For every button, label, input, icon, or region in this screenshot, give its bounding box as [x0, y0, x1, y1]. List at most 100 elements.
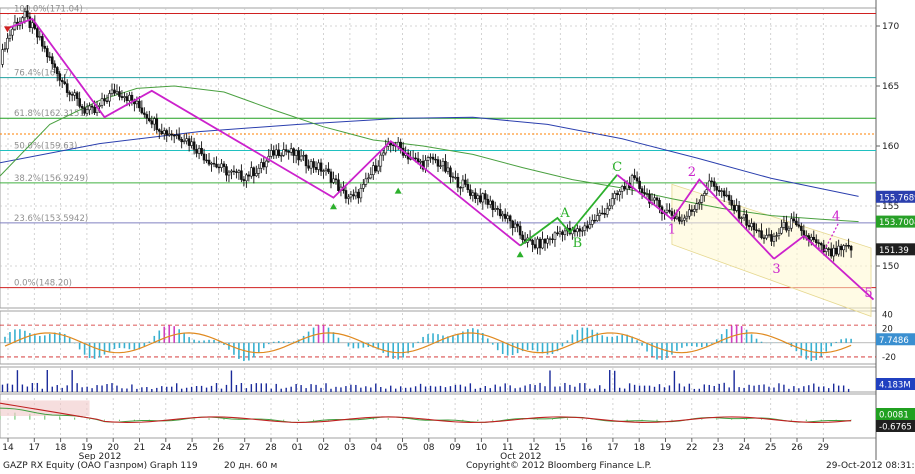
candle-body: [113, 89, 116, 94]
candle-body: [762, 237, 766, 239]
candle-body: [180, 139, 183, 143]
candle-body: [444, 160, 447, 172]
candle-body: [583, 225, 587, 231]
candle-body: [668, 209, 671, 212]
x-tick-label: 10: [476, 443, 488, 453]
candle-body: [777, 232, 781, 236]
candle-body: [369, 174, 373, 179]
candle-body: [8, 34, 12, 39]
candle-body: [765, 235, 768, 239]
candle-body: [21, 17, 24, 23]
candle-body: [26, 11, 29, 18]
candle-body: [727, 194, 731, 201]
candle-body: [834, 247, 838, 255]
candle-body: [595, 215, 599, 221]
candle-body: [849, 245, 853, 251]
candle-body: [294, 150, 298, 156]
fib-level-label: 100.0%(171.04): [14, 5, 83, 15]
candle-body: [698, 202, 701, 204]
candle-body: [797, 224, 801, 227]
x-tick-label: 03: [344, 443, 355, 453]
fib-level-label: 0.0%(148.20): [14, 279, 72, 289]
candle-body: [145, 114, 149, 119]
candle-body: [533, 244, 537, 249]
candle-body: [653, 197, 656, 201]
candle-body: [586, 225, 589, 229]
candle-body: [521, 234, 524, 240]
candle-body: [307, 165, 310, 169]
candle-body: [466, 184, 470, 190]
low-main-line: [0, 402, 852, 423]
candle-body: [705, 189, 709, 194]
candle-body: [90, 105, 94, 108]
candle-body: [615, 193, 619, 196]
candle-body: [80, 106, 84, 109]
candle-body: [720, 190, 724, 192]
candle-body: [75, 92, 79, 99]
candle-body: [543, 238, 547, 244]
candle-body: [782, 222, 786, 228]
price-tag: [876, 243, 915, 256]
candle-body: [162, 130, 166, 135]
candle-body: [735, 205, 738, 211]
candle-body: [546, 238, 549, 244]
price-tag-label: 155.7689: [879, 193, 915, 203]
candle-body: [93, 106, 96, 114]
wave-line: [616, 174, 775, 260]
x-tick-label: 19: [81, 443, 93, 453]
candle-body: [247, 174, 251, 177]
candle-body: [590, 219, 594, 225]
candle-body: [73, 92, 76, 96]
candle-body: [185, 138, 188, 142]
candle-body: [53, 63, 57, 68]
candle-body: [317, 162, 320, 170]
candle-body: [558, 231, 562, 235]
candle-body: [508, 215, 512, 222]
candle-body: [252, 167, 256, 177]
candle-body: [620, 186, 624, 192]
candle-body: [329, 171, 333, 183]
candle-body: [140, 107, 144, 114]
candle-body: [498, 209, 502, 217]
osc-tick-label: 20: [882, 325, 893, 335]
candle-body: [675, 216, 679, 219]
x-tick-label: 22: [686, 443, 697, 453]
candle-body: [817, 242, 821, 244]
candle-body: [284, 149, 288, 152]
candle-body: [279, 154, 283, 157]
candle-body: [78, 98, 81, 107]
candle-body: [195, 149, 198, 154]
candle-body: [376, 165, 380, 172]
candle-body: [715, 186, 719, 191]
candle-body: [167, 133, 171, 136]
fib-level-label: 38.2%(156.9249): [14, 174, 88, 184]
wave-label: 2: [688, 165, 696, 180]
candle-body: [665, 209, 669, 213]
low-band: [0, 400, 90, 416]
candle-body: [138, 100, 141, 109]
candle-body: [827, 248, 831, 250]
candle-body: [795, 220, 798, 226]
candle-body: [730, 199, 733, 206]
x-tick-label: 27: [239, 443, 250, 453]
candle-body: [581, 230, 584, 232]
candle-body: [304, 154, 308, 167]
candle-body: [36, 28, 39, 38]
candle-body: [349, 194, 353, 198]
wave-label: 5: [864, 286, 872, 301]
wave-label: B: [573, 236, 583, 251]
x-tick-label: 26: [791, 443, 803, 453]
candle-body: [292, 148, 295, 156]
candle-body: [792, 218, 796, 222]
candle-body: [245, 174, 248, 182]
candle-body: [767, 234, 771, 236]
fib-level-label: 50.0%(159.63): [14, 141, 77, 151]
candle-body: [695, 203, 699, 210]
candle-body: [327, 168, 330, 173]
candle-body: [787, 227, 791, 231]
candle-body: [722, 190, 726, 197]
wave-label: 4: [832, 209, 840, 224]
candle-body: [732, 205, 736, 211]
candle-body: [824, 248, 828, 252]
candle-body: [28, 16, 32, 28]
